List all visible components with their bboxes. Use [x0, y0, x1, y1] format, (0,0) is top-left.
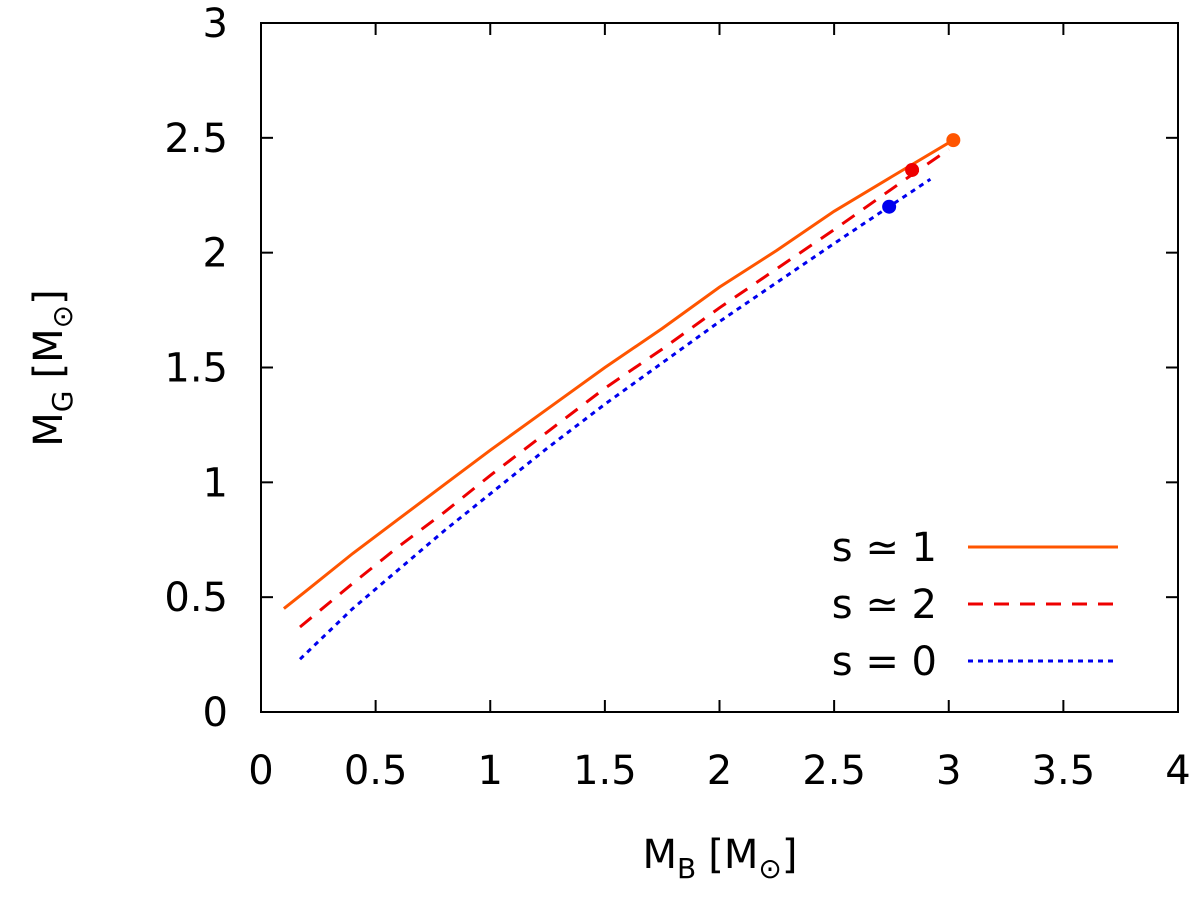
- y-tick-label: 1.5: [164, 346, 228, 392]
- x-tick-label: 1: [478, 748, 503, 794]
- axis-ticks: 0 0.5 1 1.5 2 2.5 3 3.5 4 0 0.5 1 1.5 2 2.5 3: [164, 1, 1190, 794]
- y-axis-label-unit: [M: [26, 328, 72, 378]
- y-tick-label: 0: [203, 690, 228, 736]
- series-endpoint-3: [882, 199, 897, 214]
- x-tick-label: 3: [936, 748, 961, 794]
- y-axis-label-unit-sub: ⊙: [46, 305, 79, 328]
- x-axis-label-sub: B: [677, 852, 696, 885]
- y-axis-label-sub: G: [46, 390, 79, 412]
- series-line-1: [282, 138, 955, 610]
- y-tick-label: 1: [203, 460, 228, 506]
- series-layer: [282, 133, 961, 661]
- x-axis-label-unit-sub: ⊙: [758, 852, 781, 885]
- legend-label-3: s = 0: [832, 639, 937, 685]
- y-axis-label-close: ]: [26, 289, 72, 305]
- y-tick-label: 2.5: [164, 116, 228, 162]
- x-tick-label: 1.5: [573, 748, 637, 794]
- x-tick-label: 3.5: [1032, 748, 1096, 794]
- legend: s ≃ 1 s ≃ 2 s = 0: [832, 525, 1118, 685]
- x-axis-label: MB [M⊙]: [643, 832, 798, 885]
- x-tick-label: 2: [707, 748, 732, 794]
- legend-label-1: s ≃ 1: [832, 525, 937, 571]
- x-axis-label-main: M: [643, 832, 678, 878]
- y-tick-label: 3: [203, 1, 228, 47]
- y-tick-label: 2: [203, 231, 228, 277]
- series-endpoint-1: [946, 133, 961, 148]
- y-axis-label: MG [M⊙]: [26, 289, 79, 446]
- series-endpoint-2: [905, 162, 920, 177]
- y-axis-label-main: M: [26, 412, 72, 447]
- legend-label-2: s ≃ 2: [832, 582, 937, 628]
- x-axis-label-unit: [M: [708, 832, 758, 878]
- x-axis-label-close: ]: [782, 832, 798, 878]
- x-tick-label: 2.5: [802, 748, 866, 794]
- x-tick-label: 4: [1165, 748, 1190, 794]
- plot-frame: [260, 22, 1179, 713]
- x-tick-label: 0: [248, 748, 273, 794]
- series-line-3: [298, 177, 932, 661]
- x-tick-label: 0.5: [344, 748, 408, 794]
- y-tick-label: 0.5: [164, 575, 228, 621]
